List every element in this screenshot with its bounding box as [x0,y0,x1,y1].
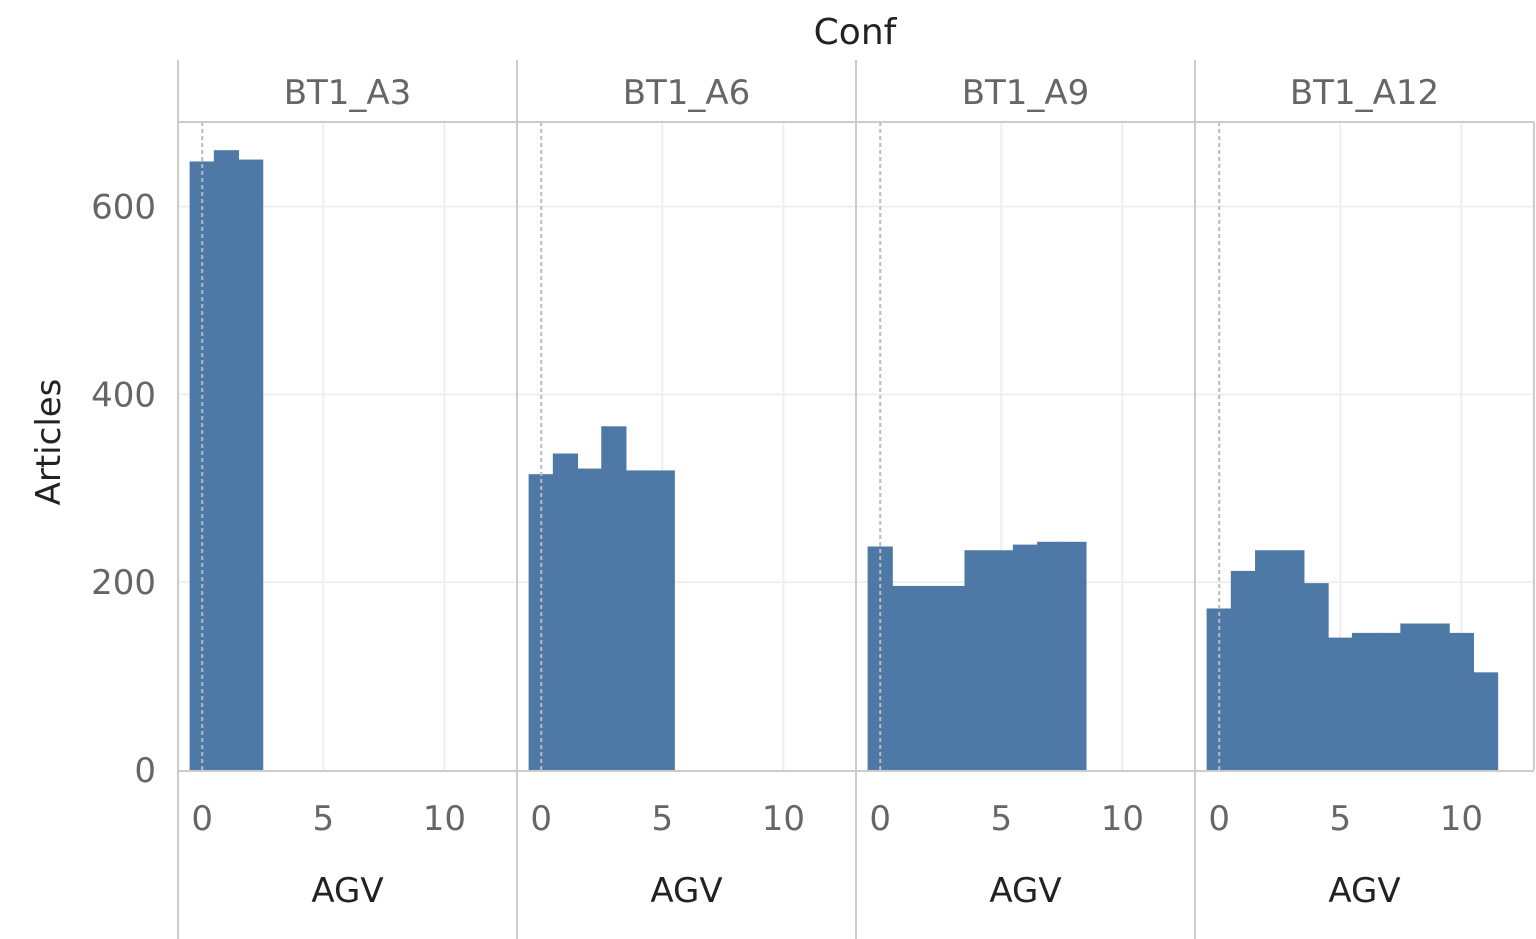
x-tick-label: 0 [1208,799,1230,839]
bar [601,426,627,770]
bar [649,470,675,770]
x-axis-label: AGV [650,871,722,911]
facet-panel: BT1_A3 0 5 10 AGV [178,73,517,911]
bar [891,585,918,770]
bar [940,585,966,770]
bar [1279,550,1305,770]
bar [1255,550,1281,770]
bar [1327,637,1353,770]
x-tick-label: 5 [651,799,673,839]
x-tick-label: 0 [530,799,552,839]
y-tick-label: 600 [91,188,156,228]
bar [1448,632,1474,770]
y-tick-label: 400 [91,375,156,415]
bar [1424,623,1450,770]
y-tick-label: 200 [91,563,156,603]
bar [238,159,264,771]
x-tick-label: 5 [1329,799,1351,839]
facet-panel: BT1_A6 0 5 10 AGV [517,73,856,911]
bar [1472,672,1499,770]
x-axis-label: AGV [1328,871,1400,911]
bar [964,550,990,770]
x-tick-label: 10 [1101,799,1144,839]
y-axis-label: Articles [29,379,69,506]
x-tick-label: 10 [1440,799,1483,839]
bar [1376,632,1402,770]
facet-panel: BT1_A9 0 5 10 AGV [856,73,1195,911]
bar [1351,632,1378,770]
bar [552,453,579,770]
x-tick-label: 5 [312,799,334,839]
bar [1061,541,1087,770]
x-tick-label: 0 [869,799,891,839]
facet-label: BT1_A6 [623,73,751,113]
bar [625,470,651,770]
y-tick-label: 0 [134,751,156,791]
bar [1012,544,1039,770]
x-axis-label: AGV [311,871,383,911]
x-tick-label: 5 [990,799,1012,839]
bar [1037,541,1063,770]
bar [1400,623,1426,770]
x-tick-label: 10 [423,799,466,839]
x-tick-label: 10 [762,799,805,839]
x-tick-label: 0 [191,799,213,839]
facet-label: BT1_A12 [1290,73,1439,113]
bar [213,150,240,770]
column-header: Conf [814,12,898,53]
facet-label: BT1_A9 [962,73,1090,113]
bar [988,550,1014,770]
facet-label: BT1_A3 [284,73,412,113]
bar [1303,583,1329,770]
facet-panel: BT1_A12 0 5 10 AGV [1195,73,1534,911]
x-axis-label: AGV [989,871,1061,911]
bar [1230,570,1257,770]
bar [577,468,603,770]
bar [916,585,942,770]
